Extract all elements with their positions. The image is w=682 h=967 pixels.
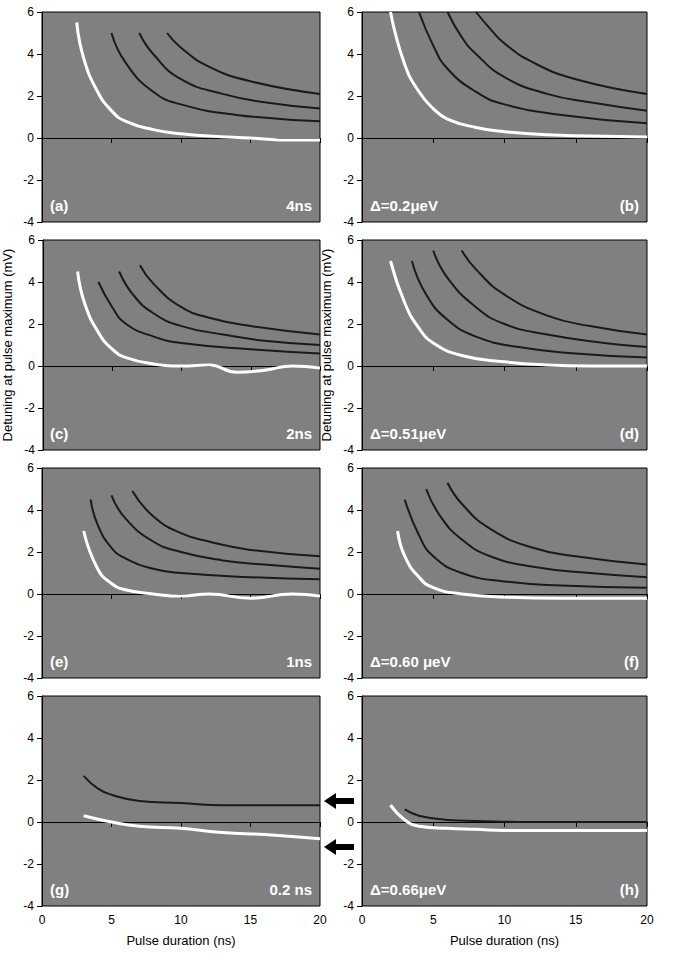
svg-text:-2: -2	[23, 857, 34, 871]
svg-text:10: 10	[174, 913, 188, 927]
svg-text:10: 10	[498, 913, 512, 927]
svg-text:4: 4	[27, 731, 34, 745]
svg-text:2: 2	[347, 773, 354, 787]
svg-text:-4: -4	[23, 671, 34, 685]
svg-text:2: 2	[347, 89, 354, 103]
svg-text:-2: -2	[343, 629, 354, 643]
svg-text:Δ=0.60 μeV: Δ=0.60 μeV	[370, 653, 450, 670]
svg-text:0: 0	[347, 131, 354, 145]
svg-text:0: 0	[28, 359, 35, 373]
svg-text:4: 4	[28, 275, 35, 289]
svg-text:6: 6	[347, 689, 354, 703]
svg-text:Δ=0.2μeV: Δ=0.2μeV	[370, 197, 438, 214]
svg-text:4: 4	[347, 731, 354, 745]
svg-text:Δ=0.51μeV: Δ=0.51μeV	[370, 425, 446, 442]
svg-text:0: 0	[347, 359, 354, 373]
svg-text:2: 2	[347, 545, 354, 559]
svg-text:6: 6	[27, 689, 34, 703]
svg-text:0: 0	[27, 587, 34, 601]
svg-text:Pulse duration (ns): Pulse duration (ns)	[450, 933, 559, 948]
svg-text:-2: -2	[343, 401, 354, 415]
svg-text:2ns: 2ns	[286, 425, 312, 442]
svg-text:5: 5	[108, 913, 115, 927]
svg-text:-2: -2	[24, 401, 35, 415]
svg-text:4: 4	[347, 503, 354, 517]
svg-text:(g): (g)	[50, 881, 69, 898]
svg-text:20: 20	[313, 913, 327, 927]
svg-text:0.2 ns: 0.2 ns	[269, 881, 312, 898]
svg-text:-2: -2	[23, 173, 34, 187]
svg-text:20: 20	[640, 913, 654, 927]
svg-text:6: 6	[347, 233, 354, 247]
svg-text:-4: -4	[23, 899, 34, 913]
svg-text:Pulse duration (ns): Pulse duration (ns)	[126, 933, 235, 948]
svg-text:-4: -4	[24, 443, 35, 457]
svg-text:15: 15	[244, 913, 258, 927]
svg-text:6: 6	[27, 461, 34, 475]
svg-text:Δ=0.66μeV: Δ=0.66μeV	[370, 881, 446, 898]
svg-text:0: 0	[347, 587, 354, 601]
svg-text:-2: -2	[23, 629, 34, 643]
svg-text:0: 0	[359, 913, 366, 927]
svg-text:0: 0	[39, 913, 46, 927]
svg-text:(e): (e)	[50, 653, 68, 670]
svg-text:(d): (d)	[620, 425, 639, 442]
svg-text:2: 2	[27, 773, 34, 787]
svg-text:4: 4	[347, 275, 354, 289]
svg-text:-4: -4	[343, 671, 354, 685]
svg-text:0: 0	[347, 815, 354, 829]
svg-text:0: 0	[27, 131, 34, 145]
svg-text:-2: -2	[343, 857, 354, 871]
svg-text:4: 4	[27, 47, 34, 61]
svg-text:-2: -2	[343, 173, 354, 187]
svg-text:(c): (c)	[50, 425, 68, 442]
svg-text:2: 2	[347, 317, 354, 331]
svg-text:Detuning at pulse maximum (mV): Detuning at pulse maximum (mV)	[319, 249, 334, 442]
svg-text:Detuning at pulse maximum (mV): Detuning at pulse maximum (mV)	[0, 249, 15, 442]
svg-text:4: 4	[27, 503, 34, 517]
svg-text:-4: -4	[343, 899, 354, 913]
svg-text:4ns: 4ns	[286, 197, 312, 214]
svg-text:6: 6	[28, 233, 35, 247]
svg-text:4: 4	[347, 47, 354, 61]
svg-text:-4: -4	[23, 215, 34, 229]
svg-text:2: 2	[28, 317, 35, 331]
svg-text:1ns: 1ns	[286, 653, 312, 670]
svg-text:6: 6	[347, 5, 354, 19]
svg-text:(f): (f)	[624, 653, 639, 670]
svg-text:15: 15	[569, 913, 583, 927]
svg-text:6: 6	[347, 461, 354, 475]
svg-text:-4: -4	[343, 443, 354, 457]
svg-text:-4: -4	[343, 215, 354, 229]
svg-text:2: 2	[27, 545, 34, 559]
svg-text:(a): (a)	[50, 197, 68, 214]
svg-text:6: 6	[27, 5, 34, 19]
svg-text:0: 0	[27, 815, 34, 829]
svg-text:(b): (b)	[620, 197, 639, 214]
svg-text:2: 2	[27, 89, 34, 103]
svg-text:5: 5	[430, 913, 437, 927]
svg-text:(h): (h)	[620, 881, 639, 898]
